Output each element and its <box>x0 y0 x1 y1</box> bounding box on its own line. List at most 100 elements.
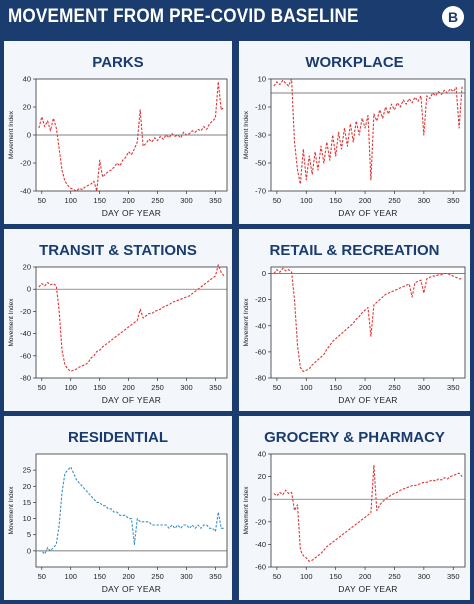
x-axis-label: DAY OF YEAR <box>338 395 398 405</box>
chart-panel-retail: RETAIL & RECREATION 50 100 150 200 250 300 350 -… <box>239 229 470 411</box>
x-tick-label: 250 <box>151 383 164 392</box>
y-tick-label: 20 <box>23 103 31 112</box>
x-tick-label: 100 <box>64 383 77 392</box>
brand-logo-icon: B <box>442 6 464 28</box>
y-tick-label: -80 <box>20 374 31 383</box>
x-axis-label: DAY OF YEAR <box>102 208 162 218</box>
x-tick-label: 150 <box>93 572 106 581</box>
series-line-grocery-pharmacy <box>273 464 463 562</box>
y-axis-label: Movement Index <box>243 110 250 159</box>
x-tick-label: 300 <box>418 383 431 392</box>
y-tick-label: -30 <box>255 131 266 140</box>
y-tick-label: 10 <box>258 75 266 84</box>
x-tick-label: 100 <box>300 572 313 581</box>
y-axis-label: Movement Index <box>243 298 250 347</box>
x-tick-label: 50 <box>273 196 281 205</box>
x-axis-label: DAY OF YEAR <box>102 584 162 594</box>
x-tick-label: 150 <box>329 196 342 205</box>
y-tick-label: -20 <box>20 307 31 316</box>
x-tick-label: 100 <box>300 383 313 392</box>
y-tick-label: 0 <box>262 495 266 504</box>
x-tick-label: 300 <box>180 383 193 392</box>
chart-panel-transit: TRANSIT & STATIONS 50 100 150 200 250 300 350 -8… <box>4 229 232 411</box>
y-tick-label: -50 <box>255 159 266 168</box>
x-tick-label: 300 <box>180 196 193 205</box>
chart-title-retail-recreation: RETAIL & RECREATION <box>269 242 439 259</box>
x-tick-label: 150 <box>329 572 342 581</box>
chart-title-residential: RESIDENTIAL <box>68 429 168 446</box>
x-tick-label: 350 <box>209 196 222 205</box>
y-tick-label: 20 <box>258 472 266 481</box>
chart-workplace: WORKPLACE 50 100 150 200 250 300 350 -70 -50 -30 -1… <box>243 54 466 218</box>
x-tick-label: 200 <box>359 572 372 581</box>
y-tick-label: 0 <box>262 269 266 278</box>
y-tick-label: 20 <box>23 263 31 272</box>
x-tick-label: 350 <box>447 383 460 392</box>
x-axis-label: DAY OF YEAR <box>338 208 398 218</box>
x-tick-label: 350 <box>447 572 460 581</box>
y-tick-label: 40 <box>23 75 31 84</box>
chart-panel-workplace: WORKPLACE 50 100 150 200 250 300 350 -70 -50 -30 -1… <box>239 41 470 224</box>
y-axis-label: Movement Index <box>8 486 15 535</box>
x-axis-label: DAY OF YEAR <box>338 584 398 594</box>
x-tick-label: 50 <box>273 383 281 392</box>
y-tick-label: -70 <box>255 187 266 196</box>
y-tick-label: -10 <box>255 103 266 112</box>
x-tick-label: 100 <box>300 196 313 205</box>
series-line-workplace <box>273 78 463 185</box>
x-tick-label: 150 <box>329 383 342 392</box>
x-tick-label: 250 <box>151 196 164 205</box>
x-tick-label: 350 <box>209 572 222 581</box>
series-line-residential <box>38 466 225 555</box>
y-tick-label: -40 <box>255 321 266 330</box>
chart-grid: PARKS 50 100 150 200 250 300 350 -40 -20 0 20 40 DAY … <box>0 36 474 604</box>
x-tick-label: 200 <box>122 383 135 392</box>
y-tick-label: -60 <box>255 347 266 356</box>
x-tick-label: 100 <box>64 572 77 581</box>
x-tick-label: 200 <box>359 383 372 392</box>
x-tick-label: 300 <box>180 572 193 581</box>
y-axis-label: Movement Index <box>8 110 15 159</box>
chart-title-grocery-pharmacy: GROCERY & PHARMACY <box>264 429 445 446</box>
chart-residential: RESIDENTIAL 50 100 150 200 250 300 350 0 5 10 15 20 2… <box>8 429 228 594</box>
page-title: MOVEMENT FROM PRE-COVID BASELINE <box>8 6 359 27</box>
plot-area <box>270 453 466 568</box>
x-tick-label: 200 <box>122 572 135 581</box>
series-line-transit-stations <box>38 264 225 372</box>
plot-area <box>35 266 228 379</box>
chart-panel-residential: RESIDENTIAL 50 100 150 200 250 300 350 0 5 10 15 20 2… <box>4 416 232 600</box>
y-axis-label: Movement Index <box>243 486 250 535</box>
y-tick-label: 25 <box>23 466 31 475</box>
plot-area <box>270 78 466 192</box>
y-tick-label: -40 <box>20 187 31 196</box>
series-line-parks <box>38 81 225 192</box>
y-tick-label: 40 <box>258 450 266 459</box>
x-tick-label: 50 <box>273 572 281 581</box>
y-tick-label: -80 <box>255 374 266 383</box>
chart-title-workplace: WORKPLACE <box>305 54 403 71</box>
chart-parks: PARKS 50 100 150 200 250 300 350 -40 -20 0 20 40 DAY … <box>8 54 228 218</box>
y-tick-label: -20 <box>255 517 266 526</box>
y-tick-label: -40 <box>255 540 266 549</box>
header: MOVEMENT FROM PRE-COVID BASELINE B <box>0 0 474 34</box>
y-tick-label: 5 <box>27 530 31 539</box>
y-tick-label: 0 <box>27 546 31 555</box>
x-tick-label: 350 <box>209 383 222 392</box>
y-tick-label: 10 <box>23 514 31 523</box>
x-tick-label: 300 <box>418 196 431 205</box>
y-tick-label: 20 <box>23 482 31 491</box>
x-tick-label: 250 <box>388 196 401 205</box>
plot-area <box>270 266 466 379</box>
x-tick-label: 250 <box>151 572 164 581</box>
plot-area <box>35 453 228 568</box>
y-tick-label: -60 <box>20 351 31 360</box>
chart-title-transit-stations: TRANSIT & STATIONS <box>39 242 197 259</box>
x-tick-label: 150 <box>93 196 106 205</box>
y-tick-label: -60 <box>255 563 266 572</box>
y-tick-label: -40 <box>20 329 31 338</box>
series-line-retail-recreation <box>273 267 463 373</box>
x-tick-label: 150 <box>93 383 106 392</box>
chart-panel-parks: PARKS 50 100 150 200 250 300 350 -40 -20 0 20 40 DAY … <box>4 41 232 224</box>
x-tick-label: 200 <box>359 196 372 205</box>
